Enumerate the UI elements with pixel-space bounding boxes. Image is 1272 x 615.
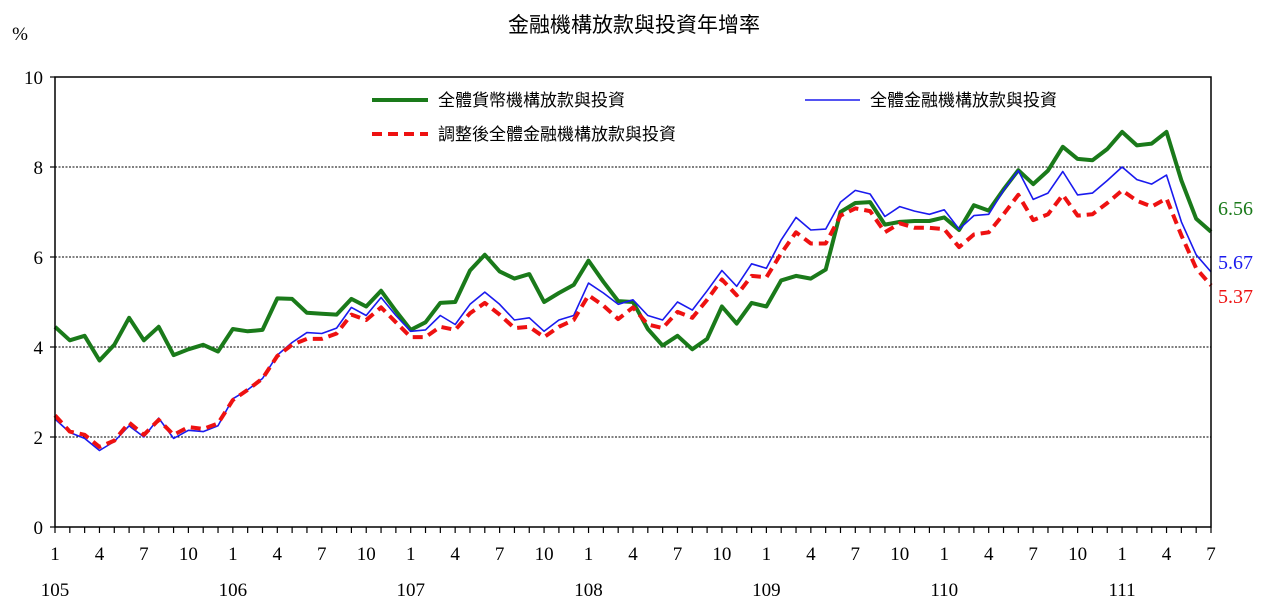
x-tick-month-label: 4 <box>450 544 460 565</box>
x-tick-year-label: 110 <box>930 580 958 601</box>
series-line-0 <box>53 129 1213 363</box>
x-tick-month-label: 10 <box>357 544 376 565</box>
x-tick-year-label: 109 <box>752 580 781 601</box>
x-tick-month-label: 4 <box>628 544 638 565</box>
plot-frame <box>54 76 1212 528</box>
x-tick-month-label: 10 <box>179 544 198 565</box>
x-tick-month-label: 7 <box>851 544 861 565</box>
legend-label-2: 調整後全體金融機構放款與投資 <box>438 125 676 145</box>
x-tick-month-label: 1 <box>50 544 60 565</box>
y-tick-label: 10 <box>24 68 43 89</box>
x-tick-month-label: 7 <box>673 544 683 565</box>
x-tick-month-label: 1 <box>762 544 772 565</box>
x-tick-month-label: 7 <box>317 544 327 565</box>
y-tick-label: 4 <box>34 338 44 359</box>
x-tick-month-label: 4 <box>273 544 283 565</box>
series-line-2 <box>53 188 1213 449</box>
x-tick-month-label: 4 <box>984 544 994 565</box>
y-axis-unit: % <box>12 24 28 45</box>
series-end-labels: 6.56 5.67 5.37 <box>1218 198 1253 308</box>
legend-label-0: 全體貨幣機構放款與投資 <box>438 91 625 111</box>
y-tick-label: 0 <box>34 518 44 539</box>
x-tick-year-label: 108 <box>574 580 603 601</box>
end-label-0: 6.56 <box>1218 198 1253 220</box>
x-tick-year-label: 111 <box>1109 580 1136 601</box>
y-tick-label: 6 <box>34 248 44 269</box>
x-tick-year-label: 106 <box>219 580 248 601</box>
x-tick-month-label: 7 <box>1028 544 1038 565</box>
chart-title: 金融機構放款與投資年增率 <box>508 13 760 37</box>
series-line-1 <box>54 166 1212 452</box>
gridlines <box>55 166 1211 438</box>
x-tick-month-label: 10 <box>712 544 731 565</box>
series-lines <box>53 129 1213 452</box>
x-tick-year-label: 105 <box>41 580 70 601</box>
x-tick-month-label: 1 <box>228 544 238 565</box>
x-tick-month-label: 10 <box>535 544 554 565</box>
y-tick-label: 8 <box>34 158 44 179</box>
x-tick-month-label: 4 <box>806 544 816 565</box>
x-tick-month-label: 7 <box>139 544 149 565</box>
x-tick-month-label: 1 <box>406 544 416 565</box>
end-label-1: 5.67 <box>1218 252 1253 274</box>
x-tick-month-label: 7 <box>495 544 505 565</box>
x-tick-month-label: 1 <box>584 544 594 565</box>
x-tick-month-label: 10 <box>890 544 909 565</box>
x-tick-month-label: 4 <box>95 544 105 565</box>
x-tick-year-label: 107 <box>396 580 425 601</box>
x-tick-month-label: 10 <box>1068 544 1087 565</box>
x-tick-month-label: 7 <box>1206 544 1216 565</box>
end-label-2: 5.37 <box>1218 286 1253 308</box>
legend-label-1: 全體金融機構放款與投資 <box>870 91 1057 111</box>
x-axis-ticks: 1 4 7 10 1 4 7 10 1 4 7 10 1 4 7 10 1 4 7 10 1 4 7 10 1 4 7 105 106 1… <box>41 527 1216 601</box>
x-tick-month-label: 1 <box>1117 544 1127 565</box>
x-tick-month-label: 4 <box>1162 544 1172 565</box>
y-axis-ticks: 0 2 4 6 8 10 <box>24 68 55 539</box>
x-tick-month-label: 1 <box>939 544 949 565</box>
y-tick-label: 2 <box>34 428 44 449</box>
